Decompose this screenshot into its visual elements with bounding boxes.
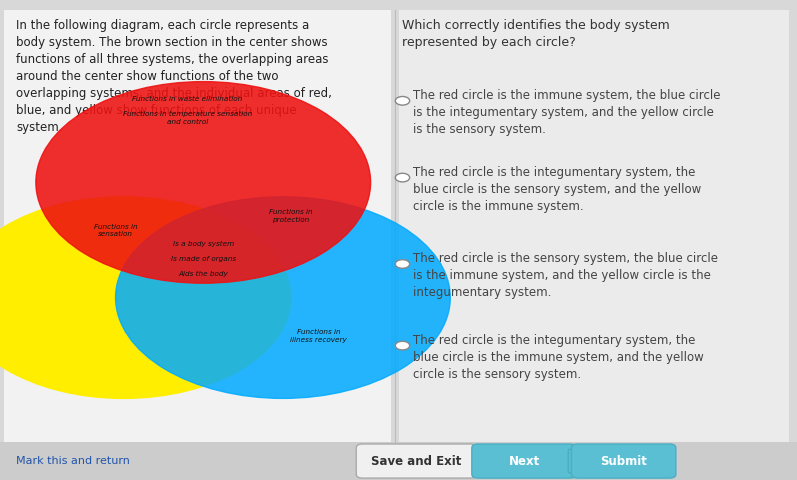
Text: Functions in
protection: Functions in protection xyxy=(269,209,312,223)
Circle shape xyxy=(36,82,371,283)
Text: Is a body system

Is made of organs

Aids the body: Is a body system Is made of organs Aids … xyxy=(171,241,236,277)
Text: Next: Next xyxy=(508,455,540,468)
FancyBboxPatch shape xyxy=(571,444,676,478)
Text: Functions in waste elimination

Functions in temperature sensation
and control: Functions in waste elimination Functions… xyxy=(123,96,252,125)
Text: Submit: Submit xyxy=(600,455,647,468)
Text: Save and Exit: Save and Exit xyxy=(371,455,461,468)
Text: The red circle is the integumentary system, the
blue circle is the sensory syste: The red circle is the integumentary syst… xyxy=(413,166,701,213)
FancyBboxPatch shape xyxy=(0,442,797,480)
FancyBboxPatch shape xyxy=(398,10,789,446)
Text: Functions in
sensation: Functions in sensation xyxy=(94,224,137,237)
Circle shape xyxy=(395,96,410,105)
Text: Functions in
illness recovery: Functions in illness recovery xyxy=(290,329,347,343)
Text: The red circle is the integumentary system, the
blue circle is the immune system: The red circle is the integumentary syst… xyxy=(413,334,704,381)
Text: Mark this and return: Mark this and return xyxy=(16,456,130,466)
Polygon shape xyxy=(574,452,590,470)
Text: Which correctly identifies the body system
represented by each circle?: Which correctly identifies the body syst… xyxy=(402,19,670,49)
Text: The red circle is the immune system, the blue circle
is the integumentary system: The red circle is the immune system, the… xyxy=(413,89,720,136)
FancyBboxPatch shape xyxy=(4,10,391,446)
Circle shape xyxy=(395,260,410,268)
Circle shape xyxy=(0,197,291,398)
Circle shape xyxy=(395,173,410,182)
Circle shape xyxy=(116,197,450,398)
Circle shape xyxy=(395,341,410,350)
Text: The red circle is the sensory system, the blue circle
is the immune system, and : The red circle is the sensory system, th… xyxy=(413,252,718,299)
FancyBboxPatch shape xyxy=(568,449,591,473)
FancyBboxPatch shape xyxy=(356,444,477,478)
Text: In the following diagram, each circle represents a
body system. The brown sectio: In the following diagram, each circle re… xyxy=(16,19,332,134)
FancyBboxPatch shape xyxy=(472,444,576,478)
